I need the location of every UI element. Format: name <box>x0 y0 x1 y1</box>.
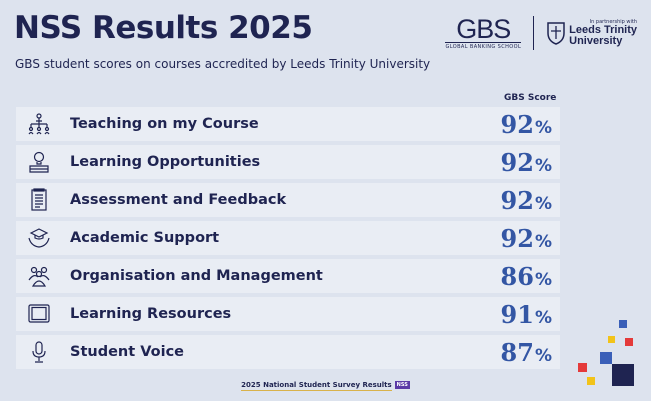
result-score: 87% <box>500 338 552 367</box>
ltu-name-line1: Leeds Trinity <box>569 24 637 36</box>
footer-text: 2025 National Student Survey Results <box>241 381 392 391</box>
decor-square <box>587 377 595 385</box>
decor-square <box>600 352 612 364</box>
decor-square <box>612 364 634 386</box>
result-label: Academic Support <box>70 230 220 246</box>
result-score: 92% <box>500 110 552 139</box>
decor-square <box>625 338 633 346</box>
result-row-student-voice: Student Voice 87% <box>16 335 560 369</box>
result-label: Student Voice <box>70 344 185 360</box>
decor-square <box>619 320 627 328</box>
result-row-organisation: Organisation and Management 86% <box>16 259 560 293</box>
document-icon <box>26 187 52 213</box>
result-score: 92% <box>500 224 552 253</box>
teaching-icon <box>26 111 52 137</box>
decor-square <box>578 363 587 372</box>
footer: 2025 National Student Survey Results NSS <box>0 381 651 391</box>
people-group-icon <box>26 263 52 289</box>
graduation-hands-icon <box>26 225 52 251</box>
partner-text: In partnership with <box>589 19 637 25</box>
result-label: Teaching on my Course <box>70 116 259 132</box>
lightbulb-book-icon <box>26 149 52 175</box>
result-row-learning-opportunities: Learning Opportunities 92% <box>16 145 560 179</box>
page-title: NSS Results 2025 <box>14 10 313 46</box>
decor-square <box>608 336 615 343</box>
gbs-logo-name: GBS <box>456 14 511 44</box>
ltu-crest-icon <box>547 22 565 45</box>
logos: GBS GLOBAL BANKING SCHOOL In partnership… <box>445 16 637 50</box>
result-row-teaching: Teaching on my Course 92% <box>16 107 560 141</box>
gbs-logo-subtitle: GLOBAL BANKING SCHOOL <box>445 42 522 50</box>
result-row-assessment: Assessment and Feedback 92% <box>16 183 560 217</box>
score-column-header: GBS Score <box>504 93 557 103</box>
page-subtitle: GBS student scores on courses accredited… <box>15 57 431 71</box>
result-label: Learning Resources <box>70 306 232 322</box>
result-score: 91% <box>500 300 552 329</box>
ltu-name-line2: University <box>569 35 623 47</box>
result-label: Learning Opportunities <box>70 154 261 170</box>
microphone-icon <box>26 339 52 365</box>
gbs-logo: GBS GLOBAL BANKING SCHOOL <box>445 14 522 50</box>
result-score: 92% <box>500 186 552 215</box>
result-score: 86% <box>500 262 552 291</box>
results-list: Teaching on my Course 92% Learning Oppor… <box>16 107 560 373</box>
result-label: Assessment and Feedback <box>70 192 287 208</box>
ltu-logo: In partnership with Leeds Trinity Univer… <box>546 19 637 47</box>
nss-badge: NSS <box>394 381 410 389</box>
result-score: 92% <box>500 148 552 177</box>
logo-divider <box>533 16 535 50</box>
result-row-learning-resources: Learning Resources 91% <box>16 297 560 331</box>
result-row-academic-support: Academic Support 92% <box>16 221 560 255</box>
result-label: Organisation and Management <box>70 268 323 284</box>
tablet-icon <box>26 301 52 327</box>
